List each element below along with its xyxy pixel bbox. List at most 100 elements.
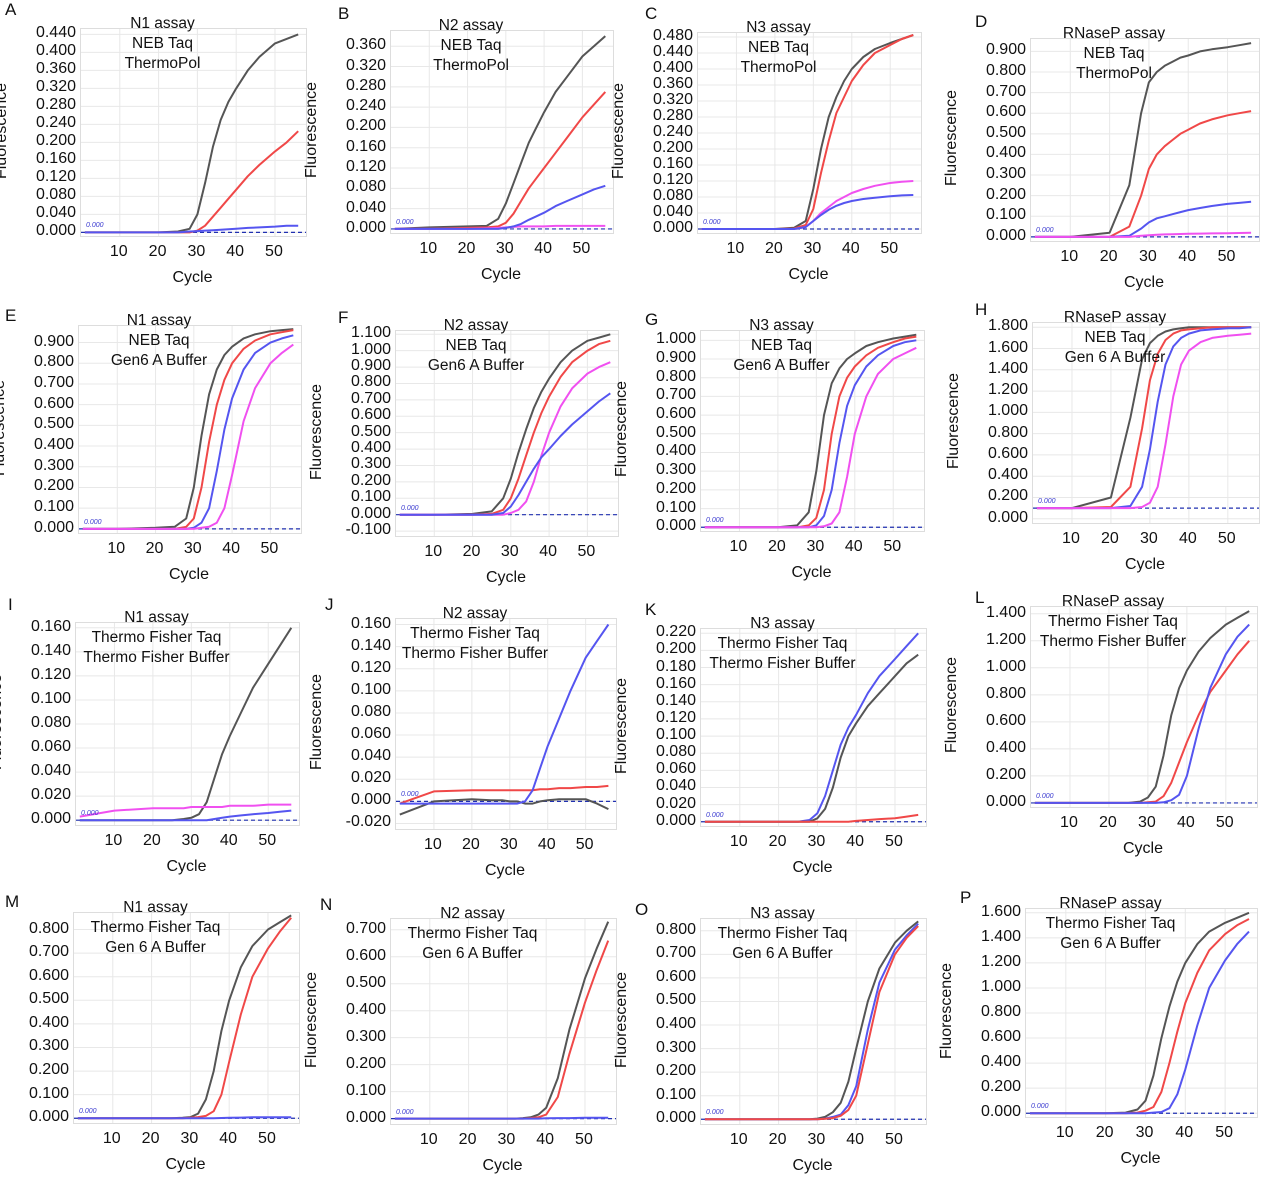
y-tick-label: 1.400 — [987, 359, 1028, 377]
x-axis-label: Cycle — [166, 858, 207, 875]
x-tick-label: 30 — [1139, 248, 1157, 265]
y-tick-label: 0.360 — [652, 75, 693, 92]
y-tick-label: 0.320 — [652, 91, 693, 108]
y-tick-label: 0.300 — [345, 1027, 386, 1045]
y-tick-label: 0.320 — [35, 78, 76, 96]
y-tick-label: 0.000 — [345, 1108, 386, 1126]
y-tick-label: 0.800 — [980, 1003, 1021, 1020]
amplification-curve-magenta[interactable] — [82, 343, 294, 530]
threshold-label: 0.000 — [1036, 792, 1054, 800]
chart-title-line: Thermo Fisher Buffer — [709, 655, 856, 672]
y-tick-label: 0.500 — [28, 990, 69, 1008]
panel-letter: H — [975, 300, 988, 319]
y-tick-label: 0.800 — [655, 920, 696, 938]
y-tick-label: 0.120 — [35, 168, 76, 186]
plot-svg — [391, 31, 613, 233]
y-tick-label: 0.360 — [35, 60, 76, 78]
amplification-curve-gray[interactable] — [399, 333, 611, 516]
chart-title: RNaseP assay Thermo Fisher Taq Thermo Fish… — [993, 592, 1233, 652]
y-tick-label: 0.440 — [652, 43, 693, 60]
x-tick-label: 40 — [1175, 1124, 1194, 1141]
amplification-curve-red[interactable] — [1036, 326, 1252, 510]
x-tick-label: 30 — [1137, 814, 1156, 831]
x-tick-label: 40 — [537, 836, 556, 853]
x-tick-label: 20 — [1099, 248, 1118, 265]
amplification-curve-red[interactable] — [399, 784, 609, 805]
y-tick-label: 0.200 — [987, 487, 1028, 505]
y-tick-label: 1.000 — [350, 340, 391, 358]
amplification-curve-blue[interactable] — [1036, 326, 1252, 510]
y-tick-label: 0.000 — [985, 226, 1026, 244]
x-tick-label: 30 — [499, 836, 518, 853]
y-tick-label: 0.200 — [980, 1078, 1021, 1096]
x-axis-label: Cycle — [1124, 556, 1165, 573]
y-tick-label: 0.400 — [985, 144, 1026, 162]
y-tick-label: 0.800 — [350, 373, 391, 391]
y-axis-label: Fluorescence — [303, 971, 320, 1068]
x-tick-label: 40 — [222, 540, 240, 557]
x-tick-label: 10 — [424, 543, 443, 560]
chart-title-line: RNaseP assay — [1062, 25, 1166, 42]
plot-svg — [1031, 607, 1257, 807]
amplification-curve-magenta[interactable] — [79, 803, 292, 818]
x-axis-label: Cycle — [792, 859, 833, 876]
amplification-curve-red[interactable] — [1034, 110, 1252, 238]
y-tick-label: 0.500 — [655, 423, 696, 441]
amplification-curve-blue[interactable] — [399, 623, 610, 805]
chart-title: N3 assay Thermo Fisher Taq Gen 6 A Buffer — [663, 904, 903, 964]
chart-title-line: Gen6 A Buffer — [427, 357, 525, 374]
amplification-curve-blue[interactable] — [394, 1116, 609, 1120]
y-tick-label: 0.040 — [35, 204, 76, 222]
y-tick-label: 0.020 — [30, 786, 71, 804]
amplification-curve-blue[interactable] — [1034, 200, 1252, 238]
amplification-curve-blue[interactable] — [1034, 623, 1250, 804]
y-tick-label: 0.080 — [652, 187, 693, 204]
chart-title: N1 assay Thermo Fisher Taq Thermo Fisher B… — [37, 608, 277, 668]
chart-title-line: ThermoPol — [1076, 65, 1152, 82]
amplification-curve-blue[interactable] — [77, 1116, 292, 1120]
amplification-curve-blue[interactable] — [84, 224, 299, 234]
amplification-curve-blue[interactable] — [399, 392, 611, 516]
y-tick-label: 0.080 — [350, 702, 391, 720]
y-tick-label: 0.200 — [33, 477, 74, 495]
y-tick-label: 0.320 — [345, 56, 386, 74]
plot-svg — [1026, 909, 1257, 1117]
amplification-curve-blue[interactable] — [394, 184, 606, 230]
amplification-curve-gray[interactable] — [394, 35, 606, 230]
amplification-curve-gray[interactable] — [82, 328, 294, 530]
amplification-curve-blue[interactable] — [701, 194, 914, 230]
amplification-curve-magenta[interactable] — [1036, 332, 1252, 510]
y-tick-label: 0.400 — [652, 59, 693, 76]
amplification-curve-gray[interactable] — [704, 653, 919, 823]
y-tick-label: 0.200 — [28, 1061, 69, 1079]
y-tick-label: 0.600 — [33, 394, 74, 412]
amplification-curve-blue[interactable] — [1030, 930, 1250, 1115]
amplification-curve-red[interactable] — [704, 813, 919, 823]
x-tick-label: 50 — [885, 1131, 903, 1148]
chart-title-line: N2 assay — [438, 17, 504, 34]
x-tick-label: 20 — [141, 1130, 160, 1147]
amplification-curve-red[interactable] — [704, 925, 919, 1121]
y-tick-label: 0.120 — [345, 158, 386, 176]
y-tick-label: 0.160 — [30, 617, 71, 635]
x-tick-label: 40 — [846, 833, 865, 850]
x-tick-label: 50 — [1217, 248, 1236, 265]
y-tick-label: 0.600 — [655, 405, 696, 423]
y-tick-label: 0.040 — [30, 762, 71, 780]
y-axis-label: Fluorescence — [943, 656, 960, 754]
x-tick-label: 40 — [846, 1131, 865, 1148]
y-tick-label: 0.400 — [987, 466, 1028, 484]
amplification-curve-gray[interactable] — [1034, 42, 1252, 238]
amplification-curve-magenta[interactable] — [704, 346, 917, 529]
panel-letter: C — [645, 4, 658, 23]
x-tick-label: 10 — [729, 538, 748, 555]
x-tick-label: 40 — [534, 240, 552, 257]
chart-title-line: NEB Taq — [748, 39, 809, 56]
plot-svg — [81, 29, 306, 236]
amplification-curve-red[interactable] — [84, 130, 299, 234]
amplification-curve-magenta[interactable] — [1034, 231, 1252, 238]
chart-title-line: NEB Taq — [1084, 329, 1146, 346]
amplification-curve-gray[interactable] — [399, 798, 609, 816]
amplification-curve-blue[interactable] — [79, 809, 292, 822]
y-tick-label: 0.400 — [33, 436, 74, 454]
